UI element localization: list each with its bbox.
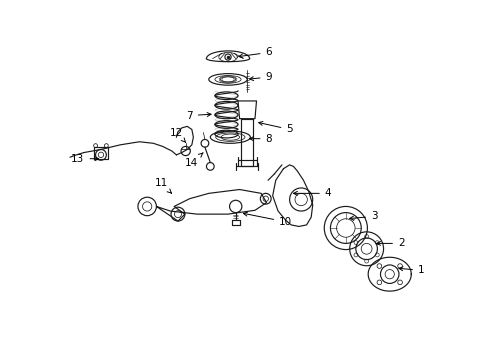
Text: 8: 8: [249, 134, 272, 144]
Text: 9: 9: [249, 72, 272, 82]
Text: 13: 13: [71, 154, 98, 164]
Text: 7: 7: [186, 111, 211, 121]
Text: 14: 14: [185, 153, 203, 167]
Text: 11: 11: [154, 178, 171, 193]
Text: 2: 2: [377, 238, 405, 248]
Text: 10: 10: [244, 212, 293, 227]
Text: 1: 1: [399, 265, 425, 275]
Text: 12: 12: [170, 127, 186, 143]
Text: 3: 3: [350, 211, 378, 221]
Text: 6: 6: [239, 48, 272, 58]
Text: 4: 4: [294, 188, 331, 198]
Text: 5: 5: [259, 122, 293, 134]
